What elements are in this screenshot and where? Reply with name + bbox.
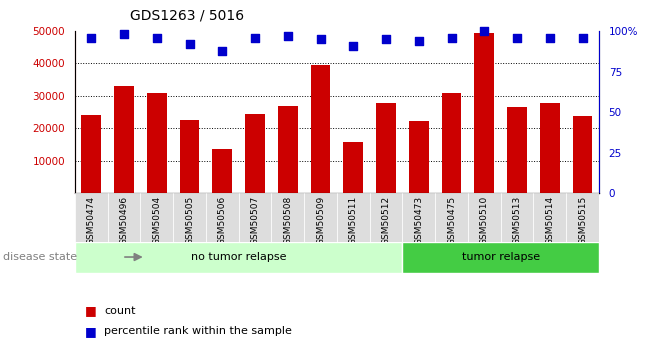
Point (512, 35, 522, 40)
Bar (81, 115, 101, 193)
Bar (507, 107, 527, 193)
Text: GSM50510: GSM50510 (480, 196, 489, 245)
Bar (533, 193, 566, 242)
Bar (75, 193, 107, 242)
Text: GSM50475: GSM50475 (447, 196, 456, 245)
Point (184, 41, 195, 47)
Bar (304, 193, 337, 242)
Point (381, 37, 391, 42)
Bar (206, 193, 239, 242)
Text: GSM50513: GSM50513 (512, 196, 521, 245)
Point (545, 35, 555, 40)
Point (348, 43, 359, 48)
Text: GSM50505: GSM50505 (185, 196, 194, 245)
Bar (180, 120, 199, 193)
Bar (409, 121, 428, 193)
Text: ■: ■ (85, 304, 96, 317)
Point (413, 38, 424, 43)
Bar (311, 65, 330, 193)
Text: no tumor relapse: no tumor relapse (191, 252, 286, 262)
Text: GSM50507: GSM50507 (251, 196, 260, 245)
Bar (435, 193, 468, 242)
Text: GSM50511: GSM50511 (349, 196, 358, 245)
Bar (441, 93, 462, 193)
Bar (245, 114, 265, 193)
Bar (402, 241, 599, 273)
Bar (540, 104, 560, 193)
Bar (370, 193, 402, 242)
Text: disease state: disease state (3, 252, 77, 262)
Text: GSM50509: GSM50509 (316, 196, 325, 245)
Text: GSM50515: GSM50515 (578, 196, 587, 245)
Point (152, 35, 162, 40)
Text: percentile rank within the sample: percentile rank within the sample (104, 326, 292, 336)
Text: GSM50473: GSM50473 (414, 196, 423, 245)
Bar (475, 33, 494, 193)
Bar (468, 193, 501, 242)
Text: GSM50496: GSM50496 (120, 196, 128, 245)
Bar (271, 193, 304, 242)
Bar (337, 193, 370, 242)
Bar (141, 193, 173, 242)
Bar (114, 86, 134, 193)
Bar (501, 193, 533, 242)
Bar (376, 103, 396, 193)
Text: GSM50514: GSM50514 (546, 196, 554, 245)
Bar (344, 142, 363, 193)
Bar (173, 193, 206, 242)
Point (479, 28, 490, 34)
Point (118, 31, 129, 37)
Text: GSM50506: GSM50506 (217, 196, 227, 245)
Text: tumor relapse: tumor relapse (462, 252, 540, 262)
Text: GDS1263 / 5016: GDS1263 / 5016 (130, 9, 244, 23)
Text: GSM50512: GSM50512 (381, 196, 391, 245)
Text: count: count (104, 306, 135, 315)
Point (250, 35, 260, 40)
Bar (147, 93, 167, 193)
Text: GSM50504: GSM50504 (152, 196, 161, 245)
Bar (573, 116, 592, 193)
Bar (566, 193, 599, 242)
Bar (212, 149, 232, 193)
Point (577, 35, 588, 40)
Point (86, 35, 96, 40)
Point (283, 33, 293, 39)
Text: GSM50508: GSM50508 (283, 196, 292, 245)
Point (315, 37, 326, 42)
Text: ■: ■ (85, 325, 96, 338)
Text: GSM50474: GSM50474 (87, 196, 96, 245)
Bar (75, 241, 402, 273)
Point (217, 48, 227, 53)
Point (447, 35, 457, 40)
Bar (402, 193, 435, 242)
Bar (107, 193, 141, 242)
Bar (239, 193, 271, 242)
Bar (278, 106, 298, 193)
